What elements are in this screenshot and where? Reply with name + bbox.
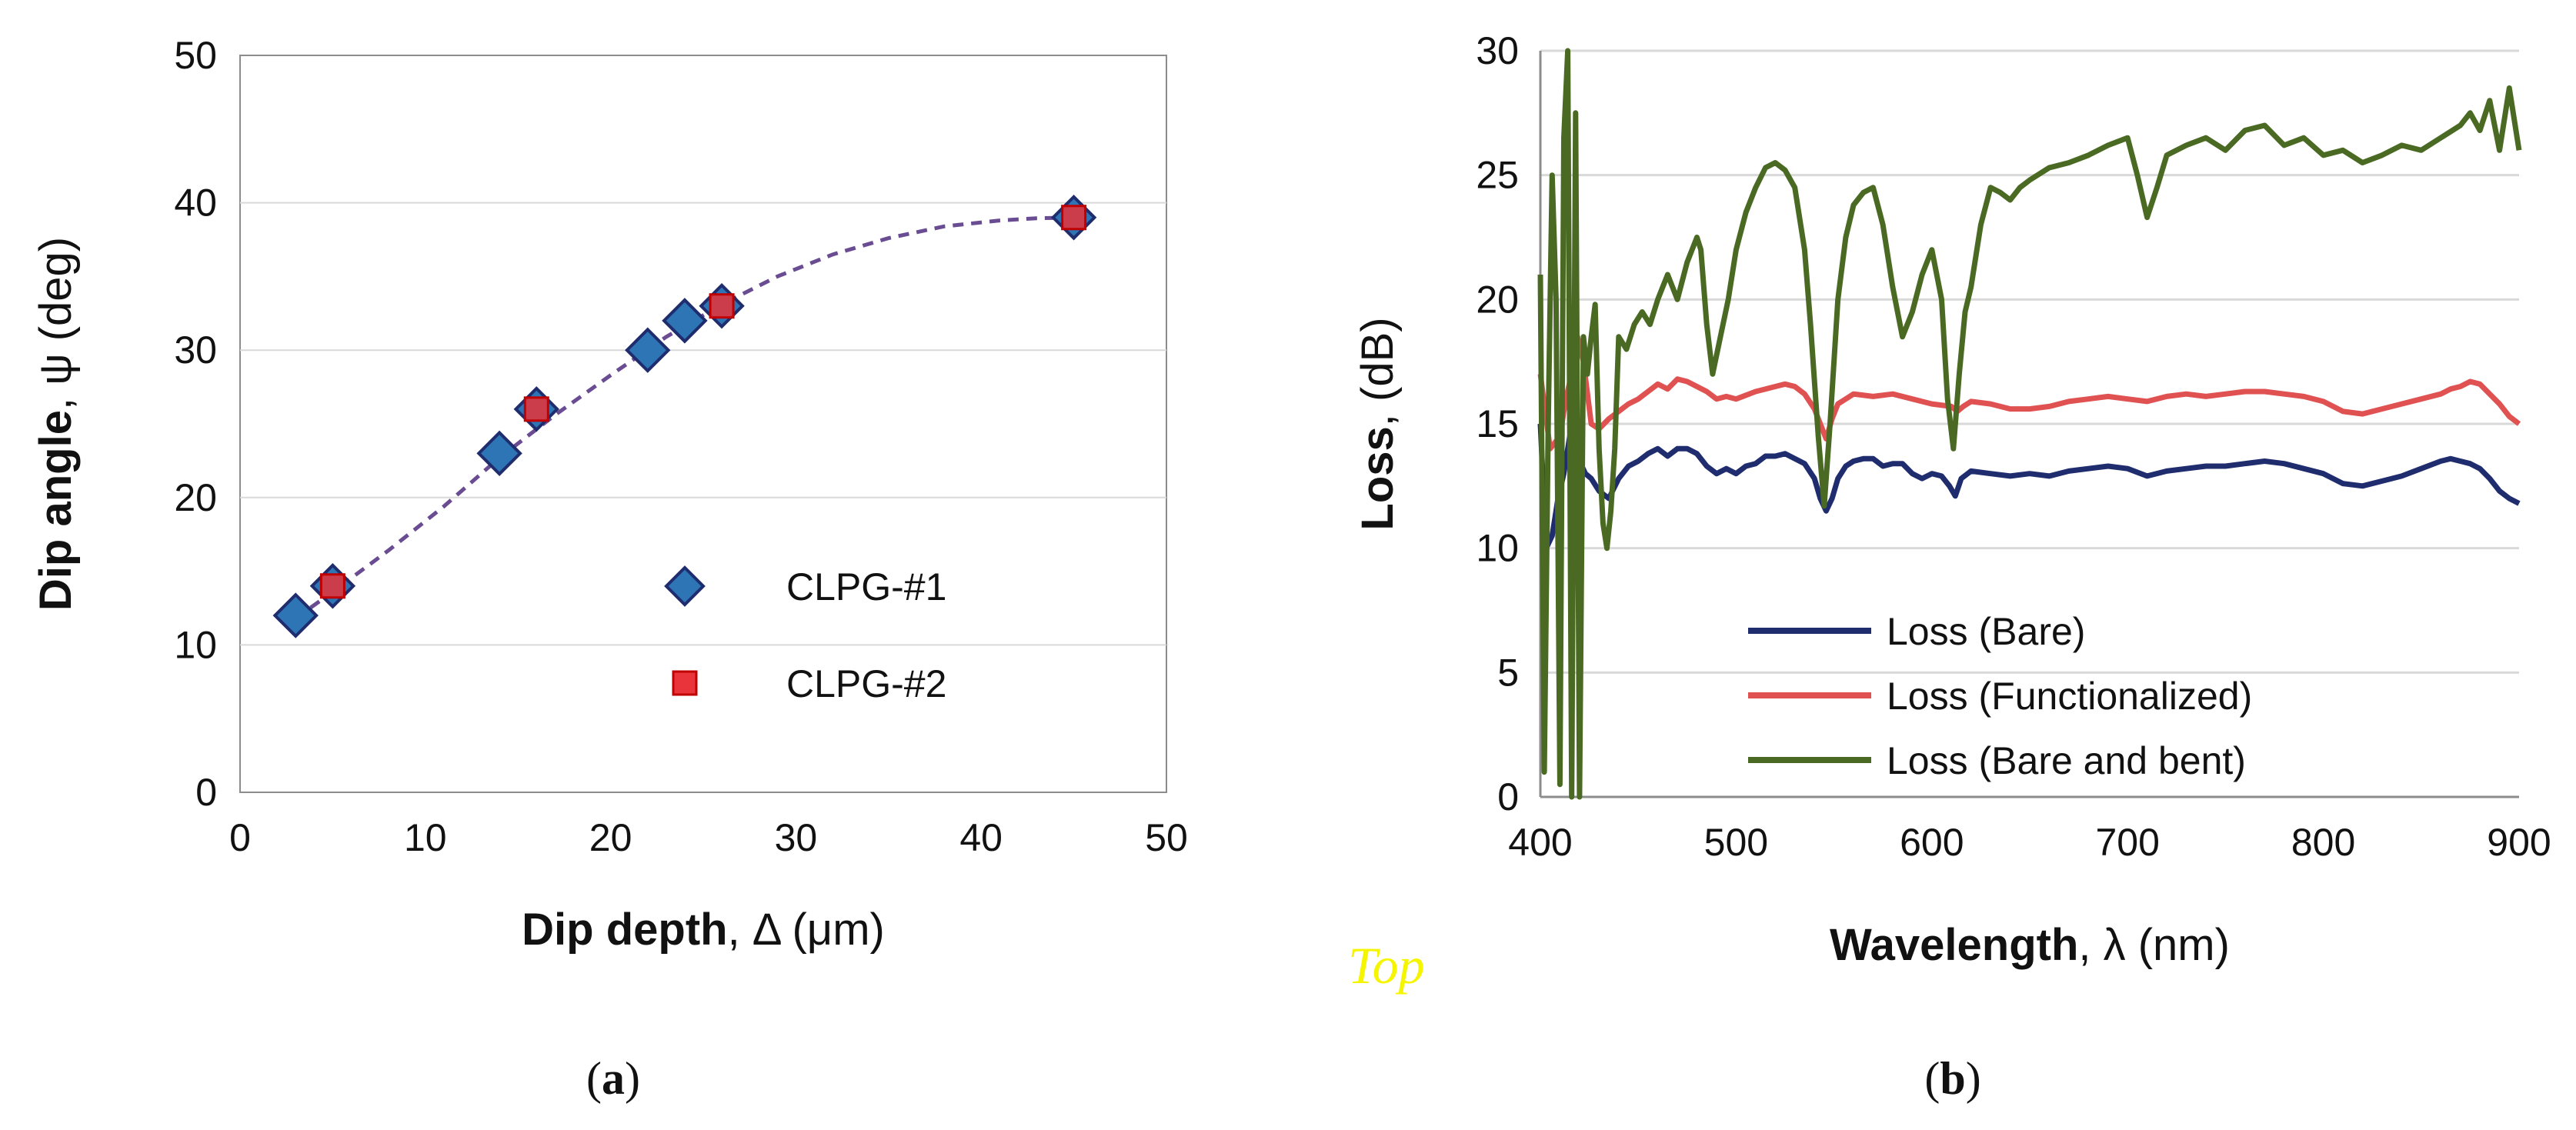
y-tick-labels-a: 0 10 20 30 40 50 — [174, 34, 217, 814]
panel-label-b: (b) — [1924, 1053, 1980, 1104]
x-axis-title-b: Wavelength, λ (nm) — [1830, 920, 2230, 970]
x-tick-label-a: 10 — [404, 816, 447, 859]
x-tick-label-b: 800 — [2291, 821, 2355, 864]
y-tick-label-b: 25 — [1476, 154, 1519, 197]
x-tick-label-b: 700 — [2095, 821, 2159, 864]
gridlines-b — [1540, 49, 2519, 674]
data-point-clpg1 — [476, 430, 522, 477]
x-tick-label-b: 900 — [2487, 821, 2551, 864]
y-tick-labels-b: 0 5 10 15 20 25 30 — [1476, 29, 1519, 818]
watermark-text: Top — [1348, 936, 1425, 995]
y-tick-label-b: 10 — [1476, 527, 1519, 570]
y-tick-label-b: 30 — [1476, 29, 1519, 72]
trendline — [294, 215, 1074, 620]
data-point-clpg2 — [1061, 205, 1087, 231]
legend-marker-clpg2 — [672, 670, 698, 696]
data-point-clpg1 — [625, 327, 671, 373]
series-line-bare — [1537, 423, 2521, 552]
y-tick-label-a: 0 — [195, 771, 217, 814]
legend-label-functionalized: Loss (Functionalized) — [1887, 675, 2252, 718]
legend-a: CLPG-#1 CLPG-#2 — [664, 565, 946, 705]
x-tick-labels-a: 0 10 20 30 40 50 — [229, 816, 1188, 859]
x-tick-label-a: 50 — [1145, 816, 1188, 859]
x-tick-label-a: 40 — [959, 816, 1003, 859]
series-line-functionalized — [1537, 334, 2521, 452]
chart-panel-b: 0 5 10 15 20 25 30 400 500 600 700 800 900 Loss (Ba… — [1353, 29, 2551, 1104]
y-tick-label-b: 5 — [1497, 651, 1519, 694]
x-tick-label-a: 20 — [589, 816, 632, 859]
data-points-a — [272, 195, 1097, 638]
data-point-clpg1 — [272, 592, 319, 638]
legend-label-bare-bent: Loss (Bare and bent) — [1887, 739, 2246, 782]
data-point-clpg2 — [523, 396, 549, 422]
y-tick-label-a: 10 — [174, 623, 217, 666]
y-tick-label-a: 50 — [174, 34, 217, 77]
x-tick-label-a: 0 — [229, 816, 251, 859]
x-tick-labels-b: 400 500 600 700 800 900 — [1508, 821, 2551, 864]
plot-area-a — [239, 55, 1167, 793]
series-line-bare-bent — [1537, 48, 2522, 800]
legend-label-clpg1: CLPG-#1 — [786, 565, 946, 608]
legend-label-clpg2: CLPG-#2 — [786, 662, 946, 705]
x-axis-title-a: Dip depth, Δ (μm) — [522, 905, 885, 955]
x-tick-label-a: 30 — [775, 816, 818, 859]
gridlines-a — [240, 202, 1166, 646]
data-point-clpg2 — [709, 293, 735, 319]
y-tick-label-a: 40 — [174, 182, 217, 225]
y-tick-label-a: 30 — [174, 328, 217, 372]
y-axis-title-b: Loss, (dB) — [1353, 317, 1403, 530]
legend-b: Loss (Bare) Loss (Functionalized) Loss (… — [1748, 610, 2252, 782]
legend-marker-clpg1 — [664, 565, 706, 607]
y-tick-label-b: 15 — [1476, 402, 1519, 445]
x-tick-label-b: 400 — [1508, 821, 1572, 864]
x-tick-label-b: 500 — [1704, 821, 1768, 864]
legend-label-bare: Loss (Bare) — [1887, 610, 2085, 653]
data-point-clpg2 — [319, 573, 345, 599]
x-tick-label-b: 600 — [1900, 821, 1964, 864]
y-tick-label-a: 20 — [174, 476, 217, 519]
y-tick-label-b: 20 — [1476, 278, 1519, 321]
y-axis-title-a: Dip angle, ψ (deg) — [31, 237, 81, 611]
panel-label-a: (a) — [586, 1053, 640, 1104]
y-tick-label-b: 0 — [1497, 775, 1519, 818]
series-lines-b — [1537, 48, 2522, 800]
data-point-clpg1 — [662, 298, 708, 344]
